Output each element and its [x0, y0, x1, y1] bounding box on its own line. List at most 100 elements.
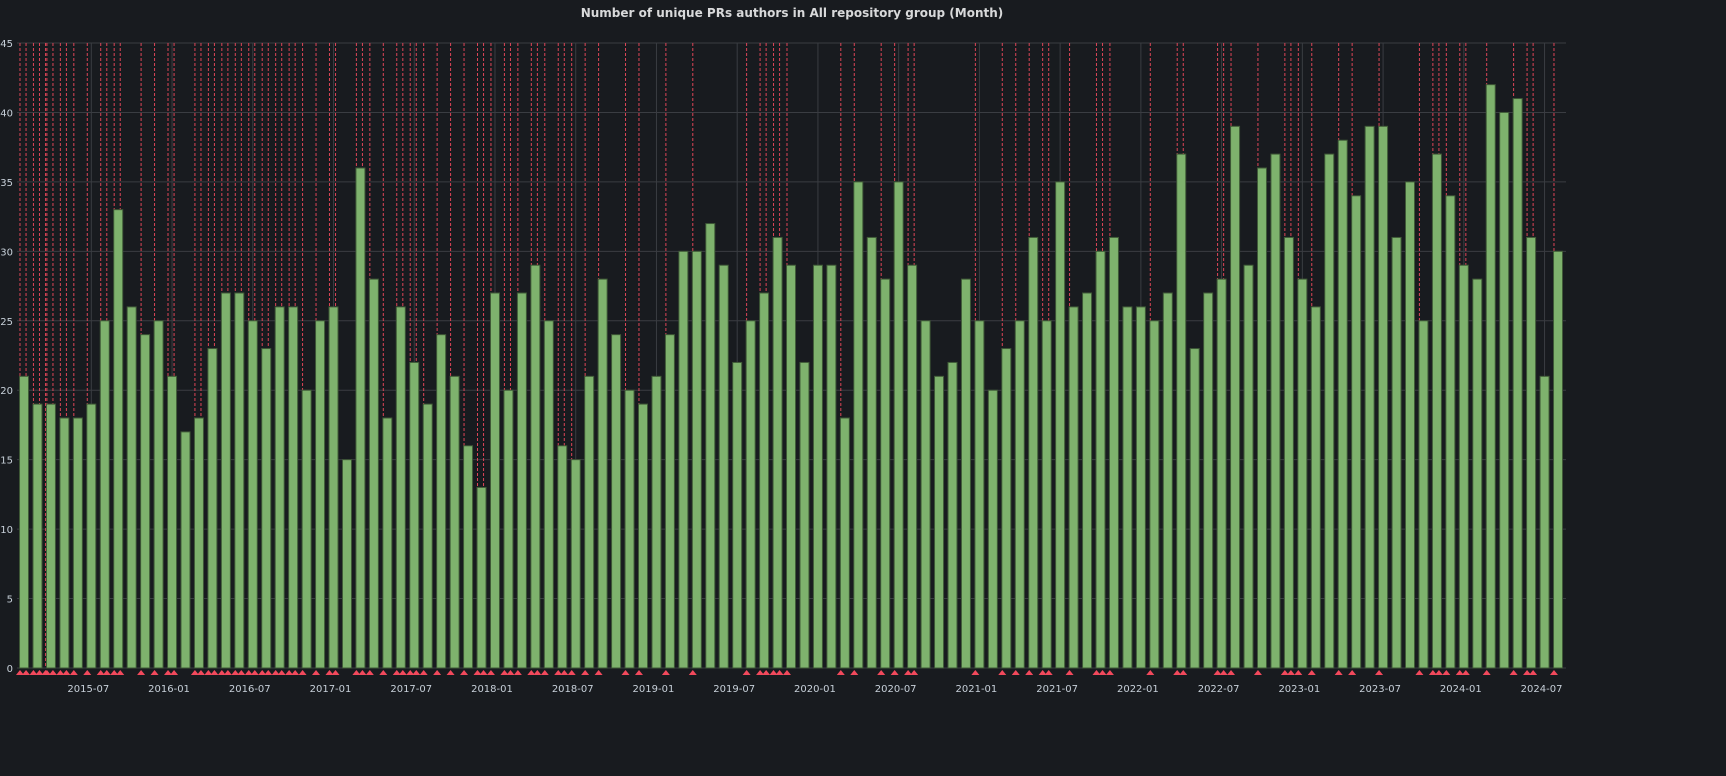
annotation-marker	[486, 670, 495, 675]
bar	[1176, 153, 1187, 669]
bar	[1418, 320, 1429, 669]
bar	[866, 236, 877, 669]
bar	[274, 306, 285, 669]
annotation-marker	[1455, 670, 1464, 675]
x-tick-label: 2021-07	[1036, 684, 1078, 695]
annotation-marker	[540, 670, 549, 675]
bar	[288, 306, 299, 669]
bar	[1445, 195, 1456, 669]
annotation-marker	[971, 670, 980, 675]
annotation-marker	[1375, 670, 1384, 675]
bar	[651, 375, 662, 669]
annotation-marker	[96, 670, 105, 675]
annotation-marker	[102, 670, 111, 675]
annotation-marker	[1348, 670, 1357, 675]
annotation-marker	[1044, 670, 1053, 675]
annotation-marker	[164, 670, 173, 675]
bar	[1216, 278, 1227, 669]
annotation-marker	[1227, 670, 1236, 675]
bar	[1391, 236, 1402, 669]
annotation-marker	[56, 670, 65, 675]
bar	[86, 403, 97, 669]
annotation-marker	[298, 670, 307, 675]
x-tick-label: 2017-01	[310, 684, 352, 695]
annotation-marker	[554, 670, 563, 675]
annotation-marker	[634, 670, 643, 675]
y-tick-label: 10	[0, 525, 13, 536]
annotation-marker	[217, 670, 226, 675]
annotation-marker	[910, 670, 919, 675]
bar	[718, 264, 729, 669]
bar	[220, 292, 231, 669]
annotation-marker	[877, 670, 886, 675]
bar	[584, 375, 595, 669]
annotation-marker	[358, 670, 367, 675]
annotation-marker	[291, 670, 300, 675]
bar	[341, 459, 352, 669]
annotation-marker	[412, 670, 421, 675]
bar	[1108, 236, 1119, 669]
bar	[1122, 306, 1133, 669]
annotation-marker	[1038, 670, 1047, 675]
bar	[920, 320, 931, 669]
bar	[1203, 292, 1214, 669]
annotation-marker	[1428, 670, 1437, 675]
annotation-marker	[15, 670, 24, 675]
bar	[1283, 236, 1294, 669]
bar	[113, 209, 124, 669]
x-tick-label: 2019-01	[633, 684, 675, 695]
y-tick-label: 30	[0, 247, 13, 258]
bar	[786, 264, 797, 669]
bar	[691, 250, 702, 669]
bar	[1297, 278, 1308, 669]
annotation-marker	[62, 670, 71, 675]
bar	[1431, 153, 1442, 669]
y-tick-label: 40	[0, 108, 13, 119]
x-tick-label: 2016-01	[148, 684, 190, 695]
annotation-marker	[1146, 670, 1155, 675]
y-tick-label: 35	[0, 178, 13, 189]
bar	[638, 403, 649, 669]
bar	[1553, 250, 1564, 669]
y-tick-label: 5	[7, 595, 13, 606]
bar	[1351, 195, 1362, 669]
bar	[611, 334, 622, 669]
bar	[1028, 236, 1039, 669]
bar	[1337, 139, 1348, 669]
annotation-marker	[836, 670, 845, 675]
x-tick-label: 2020-01	[794, 684, 836, 695]
annotation-marker	[1092, 670, 1101, 675]
bar	[947, 361, 958, 669]
x-tick-label: 2023-07	[1359, 684, 1401, 695]
annotation-marker	[406, 670, 415, 675]
annotation-marker	[312, 670, 321, 675]
annotation-marker	[904, 670, 913, 675]
bar	[907, 264, 918, 669]
bar	[193, 417, 204, 669]
bar	[180, 431, 191, 669]
y-tick-label: 45	[0, 39, 13, 50]
bar	[301, 389, 312, 669]
annotation-marker	[1280, 670, 1289, 675]
bar	[1149, 320, 1160, 669]
y-tick-label: 25	[0, 317, 13, 328]
y-tick-label: 15	[0, 456, 13, 467]
x-tick-label: 2015-07	[67, 684, 109, 695]
annotation-marker	[775, 670, 784, 675]
bar	[463, 445, 474, 669]
annotation-marker	[769, 670, 778, 675]
bar	[1243, 264, 1254, 669]
bar	[839, 417, 850, 669]
bar	[32, 403, 43, 669]
bar	[799, 361, 810, 669]
annotation-marker	[1415, 670, 1424, 675]
bar	[1041, 320, 1052, 669]
annotation-marker	[1213, 670, 1222, 675]
bar	[759, 292, 770, 669]
x-axis: 2015-07 2016-01 2016-07 2017-01 2017-07 2018-…	[67, 684, 1562, 695]
x-tick-label: 2020-07	[875, 684, 917, 695]
annotation-marker	[742, 670, 751, 675]
bar	[167, 375, 178, 669]
bar	[315, 320, 326, 669]
